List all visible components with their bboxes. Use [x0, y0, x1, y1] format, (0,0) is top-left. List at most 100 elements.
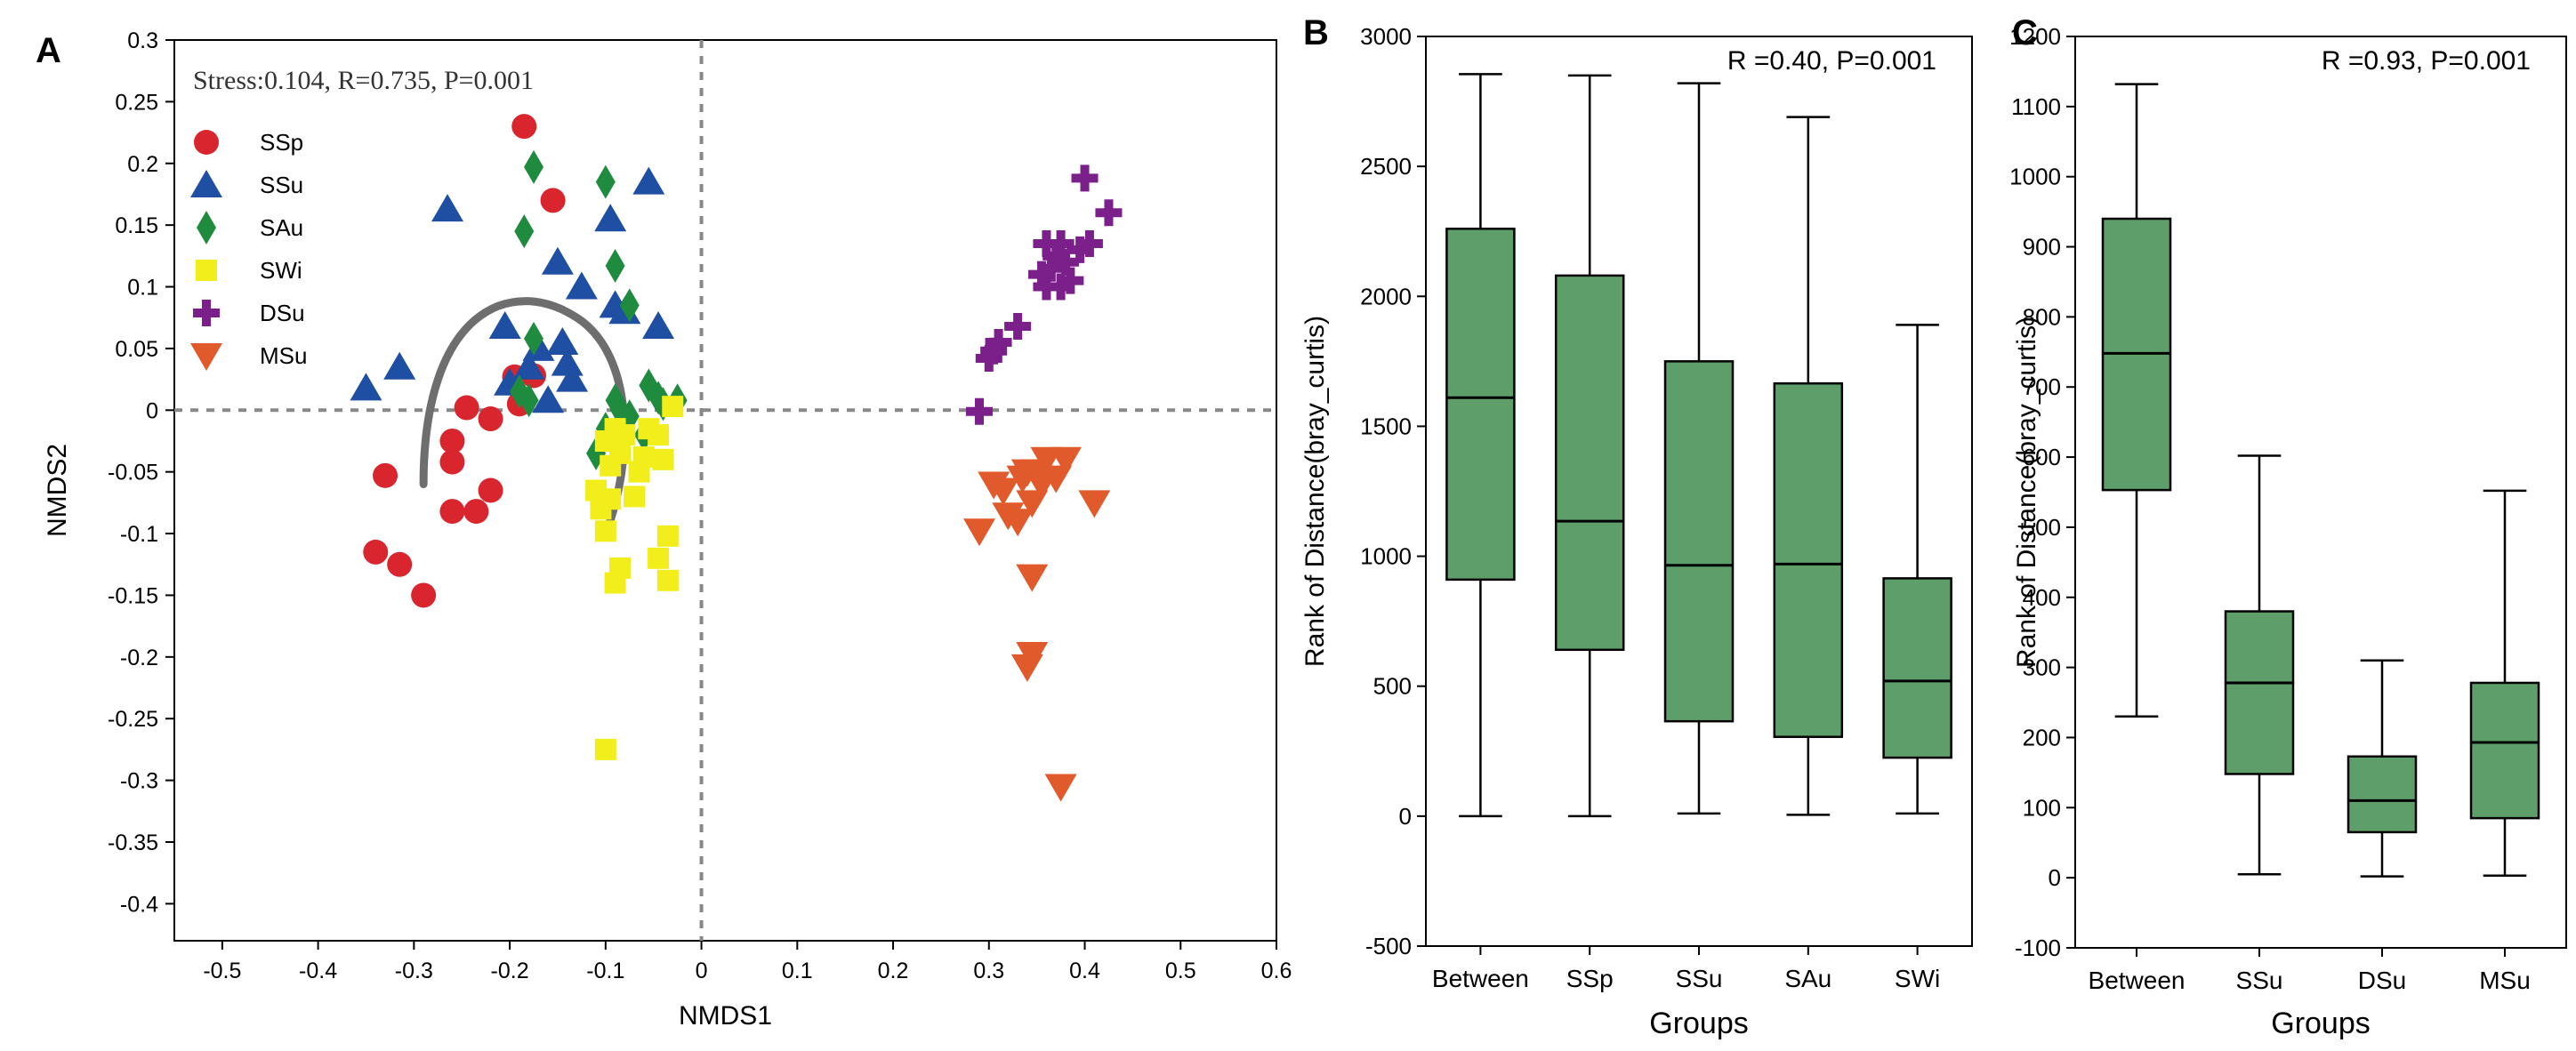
- x-tick-label-b: SAu: [1784, 965, 1831, 992]
- point-dsu: [975, 345, 1002, 373]
- point-sau: [519, 383, 539, 418]
- y-tick-label-b: 0: [1399, 803, 1412, 830]
- panel-label-c: C: [2012, 13, 2038, 52]
- legend-label-ssu: SSu: [260, 172, 303, 198]
- y-tick-label-b: -500: [1365, 933, 1412, 959]
- x-axis-label-b: Groups: [1649, 1007, 1749, 1040]
- point-dsu: [1042, 242, 1070, 269]
- y-tick-label-c: 900: [2023, 234, 2061, 261]
- y-tick-label-c: 1200: [2009, 23, 2061, 50]
- legend-marker-ssu: [190, 170, 222, 197]
- point-ssu: [632, 166, 665, 195]
- point-ssu: [594, 204, 627, 232]
- point-sau: [524, 149, 544, 184]
- point-swi: [648, 547, 670, 569]
- y-tick-label-a: -0.2: [120, 646, 158, 670]
- x-tick-label-c: MSu: [2479, 967, 2531, 994]
- y-tick-label-c: 700: [2023, 373, 2061, 400]
- point-dsu: [1057, 267, 1084, 294]
- legend-label-swi: SWi: [260, 257, 302, 284]
- box-iqr: [2224, 610, 2295, 775]
- point-msu: [986, 477, 1019, 506]
- y-tick-label-c: 1100: [2011, 93, 2061, 120]
- y-axis-label-b: Rank of Distance(bray_curtis): [1300, 316, 1330, 667]
- point-ssu: [565, 271, 598, 300]
- point-ssu: [532, 385, 565, 413]
- box-iqr: [1445, 228, 1516, 582]
- x-tick-label-a: 0.2: [878, 959, 909, 983]
- point-sau: [514, 214, 535, 249]
- point-swi: [594, 738, 616, 760]
- x-tick-label-a: 0.1: [782, 959, 813, 983]
- point-swi: [652, 448, 674, 470]
- y-tick-label-c: -100: [2015, 935, 2061, 961]
- point-msu: [963, 518, 996, 547]
- y-tick-label-a: 0.2: [127, 152, 158, 177]
- box-iqr: [2469, 681, 2540, 820]
- x-tick-label-c: Between: [2089, 967, 2186, 994]
- point-dsu: [1047, 273, 1075, 301]
- box-c-msu: [2469, 489, 2540, 878]
- point-msu: [1040, 465, 1073, 493]
- point-dsu: [1067, 236, 1094, 263]
- y-tick-label-a: -0.4: [120, 892, 158, 917]
- point-dsu: [1004, 312, 1032, 340]
- box-b-swi: [1882, 324, 1952, 815]
- point-sau: [619, 288, 640, 323]
- point-msu: [1016, 564, 1049, 592]
- legend-label-dsu: DSu: [260, 300, 305, 326]
- point-ssu: [488, 310, 521, 339]
- y-tick-label-c: 200: [2023, 724, 2061, 750]
- y-tick-label-c: 300: [2023, 654, 2061, 681]
- x-axis-label-c: Groups: [2271, 1007, 2371, 1040]
- x-tick-label-b: Between: [1432, 965, 1529, 992]
- y-tick-label-c: 1000: [2009, 164, 2061, 190]
- legend-label-sau: SAu: [260, 214, 303, 241]
- point-msu: [1078, 490, 1111, 518]
- point-dsu: [1037, 254, 1065, 282]
- box-iqr: [2347, 755, 2418, 834]
- y-tick-label-a: 0.1: [127, 276, 158, 301]
- legend-label-ssp: SSp: [260, 129, 303, 156]
- point-ssp: [511, 114, 537, 140]
- box-c-ssu: [2224, 454, 2295, 876]
- y-axis-label-c: Rank of Distance(bray_curtis): [2012, 317, 2041, 668]
- point-ssp: [439, 449, 465, 475]
- x-tick-label-c: SSu: [2236, 967, 2283, 994]
- series-dsu: [966, 164, 1123, 425]
- point-ssu: [512, 351, 545, 380]
- stats-annotation-c: R =0.93, P=0.001: [2322, 46, 2531, 76]
- y-tick-label-c: 400: [2023, 584, 2061, 611]
- point-ssp: [540, 188, 566, 213]
- point-swi: [656, 525, 679, 547]
- panel-c: C120011001000900800700600500400300200100…: [2009, 13, 2567, 1040]
- point-dsu: [985, 328, 1012, 356]
- point-msu: [1010, 654, 1043, 682]
- series-swi: [585, 396, 684, 760]
- series-msu: [963, 446, 1111, 802]
- y-tick-label-a: 0.05: [115, 337, 158, 362]
- legend-marker-swi: [196, 260, 217, 281]
- point-ssp: [439, 499, 465, 525]
- x-tick-label-b: SSp: [1566, 965, 1614, 992]
- x-tick-label-a: -0.1: [586, 959, 624, 983]
- point-ssu: [383, 351, 416, 380]
- x-tick-label-c: DSu: [2358, 967, 2406, 994]
- point-swi: [656, 569, 679, 591]
- point-swi: [632, 446, 655, 469]
- point-swi: [608, 442, 631, 464]
- x-tick-label-a: 0.4: [1069, 959, 1100, 983]
- y-tick-label-a: -0.3: [120, 769, 158, 794]
- point-dsu: [1033, 273, 1060, 301]
- point-swi: [662, 396, 684, 418]
- x-tick-label-a: -0.3: [395, 959, 433, 983]
- point-dsu: [966, 397, 994, 425]
- box-c-dsu: [2347, 659, 2418, 878]
- point-ssu: [642, 310, 675, 339]
- stats-annotation-b: R =0.40, P=0.001: [1727, 46, 1936, 76]
- point-msu: [1049, 446, 1082, 475]
- point-dsu: [1047, 229, 1075, 257]
- point-ssp: [439, 428, 465, 453]
- x-tick-label-a: 0: [696, 959, 708, 983]
- panel-label-a: A: [36, 31, 61, 70]
